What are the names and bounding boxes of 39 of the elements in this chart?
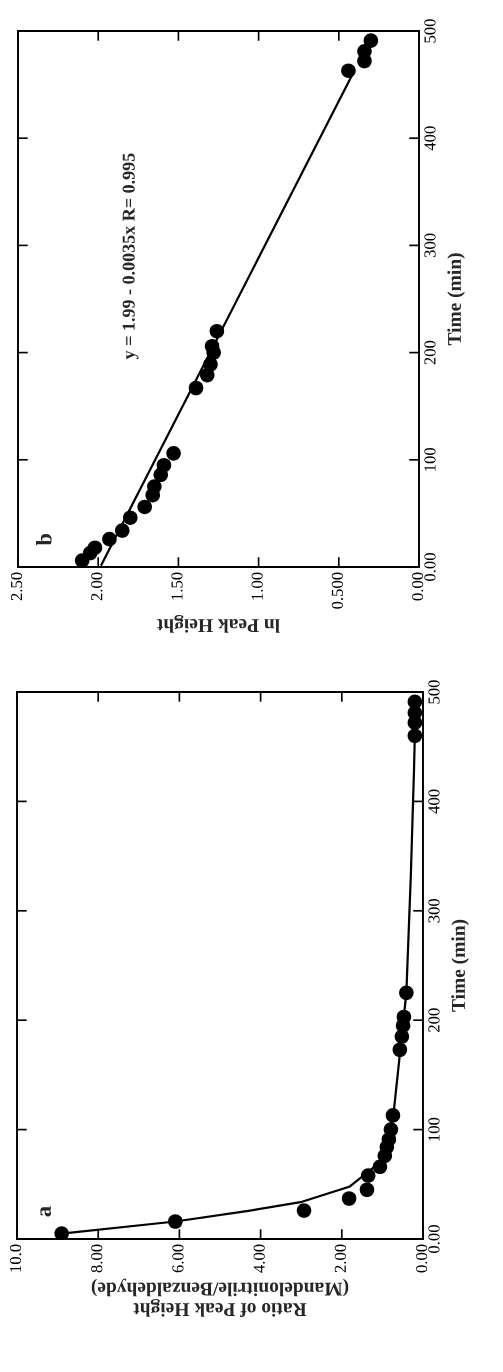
y-tick-label: 200 [428, 1008, 440, 1032]
point [359, 1182, 375, 1198]
x-tick-label: 4.00 [253, 1244, 265, 1273]
point [341, 63, 356, 78]
point [166, 446, 181, 461]
x-tick-label: 10.0 [9, 1244, 22, 1272]
x-axis-title: Ratio of Peak Height (Mandelonitrile/Benzaldehyde) [91, 1278, 349, 1317]
y-tick-label: 500 [424, 19, 436, 43]
point [341, 1191, 357, 1206]
x-tick-label: 6.00 [172, 1244, 184, 1273]
point [363, 33, 379, 48]
y-tick-label: 300 [428, 898, 440, 923]
y-tick-label: 400 [424, 126, 436, 151]
y-tick-label: 100 [428, 1117, 440, 1141]
x-tick-label: 0.500 [331, 572, 344, 609]
point [156, 457, 172, 473]
point [147, 479, 162, 494]
x-axis-title: ln Peak Height [157, 614, 280, 633]
y-tick-label: 400 [428, 789, 440, 814]
y-tick-label: 300 [424, 233, 436, 258]
y-tick-label: 0.00 [424, 553, 436, 581]
y-tick-label: 500 [428, 680, 440, 704]
point [137, 499, 152, 515]
x-tick-label: 8.00 [91, 1244, 103, 1273]
y-tick-label: 200 [424, 340, 436, 365]
x-tick-label: 1.50 [171, 572, 183, 600]
point [87, 540, 103, 555]
annotation: b [35, 534, 52, 546]
y-tick-label: 0.00 [428, 1225, 440, 1253]
x-tick-label: 2.00 [91, 572, 103, 601]
x-tick-label: 2.50 [10, 572, 23, 601]
y-axis-title: Time (min) [451, 919, 469, 1012]
x-tick-label: 2.00 [334, 1244, 347, 1273]
annotation: a [40, 1206, 51, 1217]
x-tick-label: 1.00 [251, 572, 263, 600]
y-axis-title: Time (min) [447, 253, 465, 346]
y-tick-label: 100 [424, 447, 436, 471]
point [296, 1203, 312, 1218]
annotation: y = 1.99 - 0.0035x R= 0.995 [122, 153, 139, 360]
